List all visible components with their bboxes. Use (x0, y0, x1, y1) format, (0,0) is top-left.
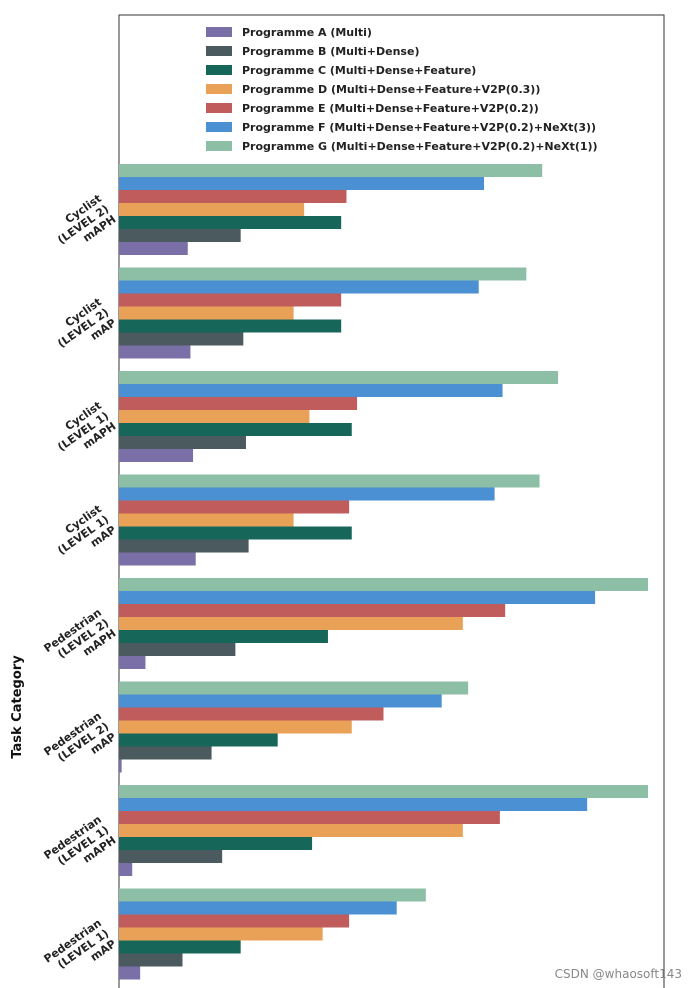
bar-2-f (119, 280, 479, 294)
legend-swatch (206, 84, 232, 94)
bar-7-g (119, 785, 648, 798)
bar-8-f (119, 901, 397, 915)
legend-swatch (206, 103, 232, 113)
tick-labels-group: Cyclist(LEVEL 2)mAPH Cyclist(LEVEL 2)mAP C… (41, 192, 118, 986)
category-tick-label: Pedestrian(LEVEL 2)mAP (41, 709, 118, 779)
bar-8-g (119, 888, 426, 902)
bar-5-d (119, 617, 463, 630)
bar-2-g (119, 267, 527, 281)
bar-7-f (119, 798, 588, 811)
bar-4-d (119, 513, 294, 527)
bar-8-e (119, 914, 350, 928)
bar-8-b (119, 953, 183, 967)
legend-label: Programme A (Multi) (242, 26, 372, 39)
bar-2-e (119, 293, 342, 307)
category-tick-label: Cyclist(LEVEL 2)mAP (48, 295, 118, 360)
legend-label: Programme E (Multi+Dense+Feature+V2P(0.2… (242, 102, 539, 115)
bar-1-d (119, 203, 305, 216)
bar-6-a (119, 759, 122, 773)
category-tick-label: Cyclist(LEVEL 1)mAP (48, 502, 118, 567)
bar-8-d (119, 927, 323, 941)
bar-3-d (119, 410, 310, 423)
bar-4-a (119, 552, 196, 566)
bars-group (119, 164, 648, 980)
legend-label: Programme D (Multi+Dense+Feature+V2P(0.3… (242, 83, 540, 96)
bar-4-c (119, 526, 352, 540)
bar-2-d (119, 306, 294, 320)
bar-3-b (119, 436, 246, 449)
bar-2-c (119, 319, 342, 333)
bar-7-d (119, 824, 463, 837)
bar-7-c (119, 837, 313, 850)
bar-1-b (119, 229, 241, 242)
legend-swatch (206, 46, 232, 56)
bar-1-a (119, 242, 188, 255)
legend-label: Programme G (Multi+Dense+Feature+V2P(0.2… (242, 140, 598, 153)
bar-6-d (119, 720, 352, 734)
bar-3-e (119, 397, 358, 410)
bar-1-f (119, 177, 485, 190)
bar-6-f (119, 694, 442, 708)
bar-3-a (119, 449, 194, 462)
bar-7-a (119, 863, 133, 876)
bar-1-e (119, 190, 347, 203)
bar-6-g (119, 681, 469, 695)
bar-5-a (119, 656, 146, 669)
category-tick-label: Pedestrian(LEVEL 1)mAP (41, 916, 118, 986)
bar-2-a (119, 345, 191, 359)
bar-4-e (119, 500, 350, 514)
bar-3-c (119, 423, 352, 436)
bar-6-b (119, 746, 212, 760)
bar-4-f (119, 487, 495, 501)
legend-label: Programme F (Multi+Dense+Feature+V2P(0.2… (242, 121, 596, 134)
bar-2-b (119, 332, 244, 346)
legend-label: Programme B (Multi+Dense) (242, 45, 419, 58)
bar-6-c (119, 733, 278, 747)
bar-4-b (119, 539, 249, 553)
bar-1-c (119, 216, 342, 229)
category-tick-label: Pedestrian(LEVEL 2)mAPH (41, 606, 118, 676)
bar-3-g (119, 371, 559, 384)
bar-1-g (119, 164, 543, 177)
bar-3-f (119, 384, 503, 397)
category-tick-label: Pedestrian(LEVEL 1)mAPH (41, 813, 118, 883)
bar-4-g (119, 474, 540, 488)
y-axis-title: Task Category (10, 655, 25, 759)
bar-5-f (119, 591, 596, 604)
legend: Programme A (Multi) Programme B (Multi+De… (206, 26, 598, 153)
bar-6-e (119, 707, 384, 721)
bar-5-c (119, 630, 328, 643)
bar-8-c (119, 940, 241, 954)
category-tick-label: Cyclist(LEVEL 1)mAPH (48, 399, 118, 464)
legend-swatch (206, 27, 232, 37)
legend-swatch (206, 65, 232, 75)
bar-7-b (119, 850, 223, 863)
legend-label: Programme C (Multi+Dense+Feature) (242, 64, 476, 77)
bar-7-e (119, 811, 500, 824)
bar-5-b (119, 643, 236, 656)
watermark-text: CSDN @whaosoft143 (555, 967, 682, 981)
bar-5-g (119, 578, 648, 591)
legend-swatch (206, 141, 232, 151)
legend-swatch (206, 122, 232, 132)
category-tick-label: Cyclist(LEVEL 2)mAPH (48, 192, 118, 257)
bar-5-e (119, 604, 506, 617)
bar-8-a (119, 966, 141, 980)
